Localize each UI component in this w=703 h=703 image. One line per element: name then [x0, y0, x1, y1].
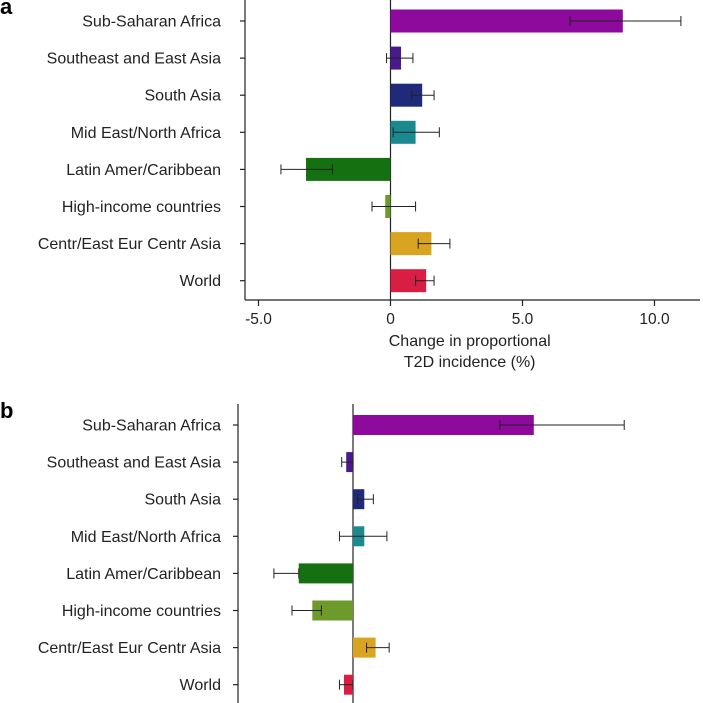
panel-a-x-axis-title: T2D incidence (%) [404, 354, 536, 371]
panel-b-bar [353, 415, 534, 435]
panel-a-bar [390, 9, 623, 33]
panel-b-category-label: Southeast and East Asia [47, 455, 221, 472]
panel-b-chart: Sub-Saharan Africa Southeast and East Asi… [38, 404, 625, 703]
panel-a-category-label: Sub-Saharan Africa [82, 14, 221, 31]
panel-a-category-label: High-income countries [62, 199, 221, 216]
panel-a-bar [390, 83, 423, 107]
panel-a-bar [390, 232, 432, 256]
panel-a-category-label: Centr/East Eur Centr Asia [38, 236, 221, 253]
panel-a-bar [390, 269, 427, 293]
panel-a-letter: a [0, 0, 13, 19]
panel-b-category-label: South Asia [145, 492, 222, 509]
panel-b-category-label: High-income countries [62, 603, 221, 620]
panel-b-category-label: Centr/East Eur Centr Asia [38, 640, 221, 657]
panel-b-letter: b [0, 398, 13, 423]
panel-a-category-label: World [180, 273, 222, 290]
panel-a-x-tick-label: 10.0 [639, 311, 670, 328]
panel-b-category-label: World [180, 677, 222, 694]
panel-b-bar [298, 563, 353, 584]
panel-b-bar [353, 637, 376, 658]
panel-a-x-tick-label: 0 [386, 311, 395, 328]
panel-b-bar [312, 600, 353, 621]
panel-a-category-label: South Asia [145, 88, 222, 105]
panel-a-x-tick-label: -5.0 [245, 311, 272, 328]
panel-a-category-label: Latin Amer/Caribbean [66, 162, 221, 179]
panel-a-x-tick-label: 5.0 [512, 311, 534, 328]
panel-b-category-label: Latin Amer/Caribbean [66, 566, 221, 583]
panel-a-x-axis-title: Change in proportional [389, 333, 551, 350]
panel-a-category-label: Southeast and East Asia [47, 51, 221, 68]
panel-b-category-label: Sub-Saharan Africa [82, 418, 221, 435]
panel-a-chart: Sub-Saharan Africa Southeast and East Asi… [38, 0, 700, 371]
panel-a-bar [306, 157, 391, 181]
panel-b-category-label: Mid East/North Africa [71, 529, 221, 546]
panel-a-category-label: Mid East/North Africa [71, 125, 221, 142]
